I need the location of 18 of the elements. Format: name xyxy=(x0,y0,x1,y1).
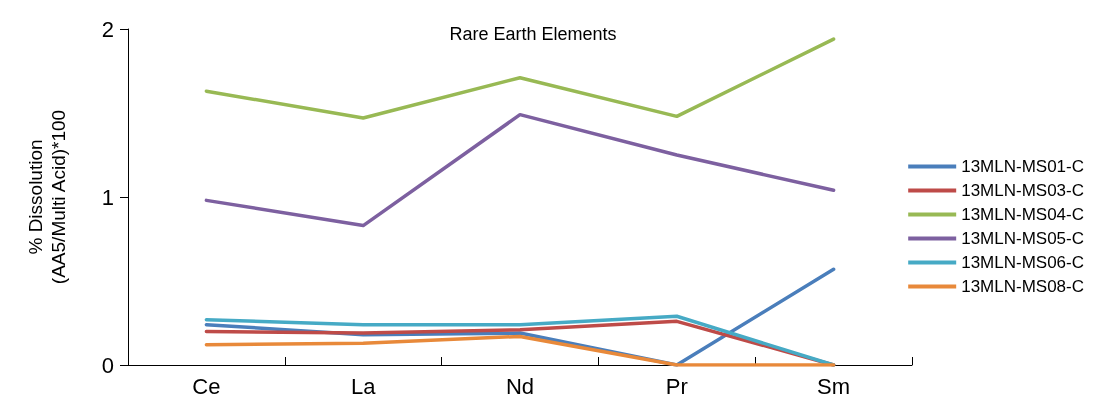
x-tick-label: Sm xyxy=(817,373,851,399)
chart-title: Rare Earth Elements xyxy=(449,24,617,44)
legend-label: 13MLN-MS04-C xyxy=(961,205,1084,224)
legend-label: 13MLN-MS06-C xyxy=(961,253,1084,272)
x-tick-label: La xyxy=(350,373,377,399)
y-axis-title: % Dissolution (AA5/Multi Acid)*100 xyxy=(25,109,69,285)
y-tick-label: 1 xyxy=(101,184,114,210)
x-tick-label: Pr xyxy=(665,373,688,399)
legend-label: 13MLN-MS05-C xyxy=(961,229,1084,248)
line-series xyxy=(204,112,836,228)
line-series xyxy=(204,334,836,367)
legend-label: 13MLN-MS03-C xyxy=(961,181,1084,200)
legend-label: 13MLN-MS08-C xyxy=(961,277,1084,296)
y-tick-label: 2 xyxy=(101,16,114,42)
y-tick-label: 0 xyxy=(101,352,114,378)
legend-label: 13MLN-MS01-C xyxy=(961,157,1084,176)
x-tick-label: Nd xyxy=(505,373,535,399)
x-tick-label: Ce xyxy=(192,373,221,399)
